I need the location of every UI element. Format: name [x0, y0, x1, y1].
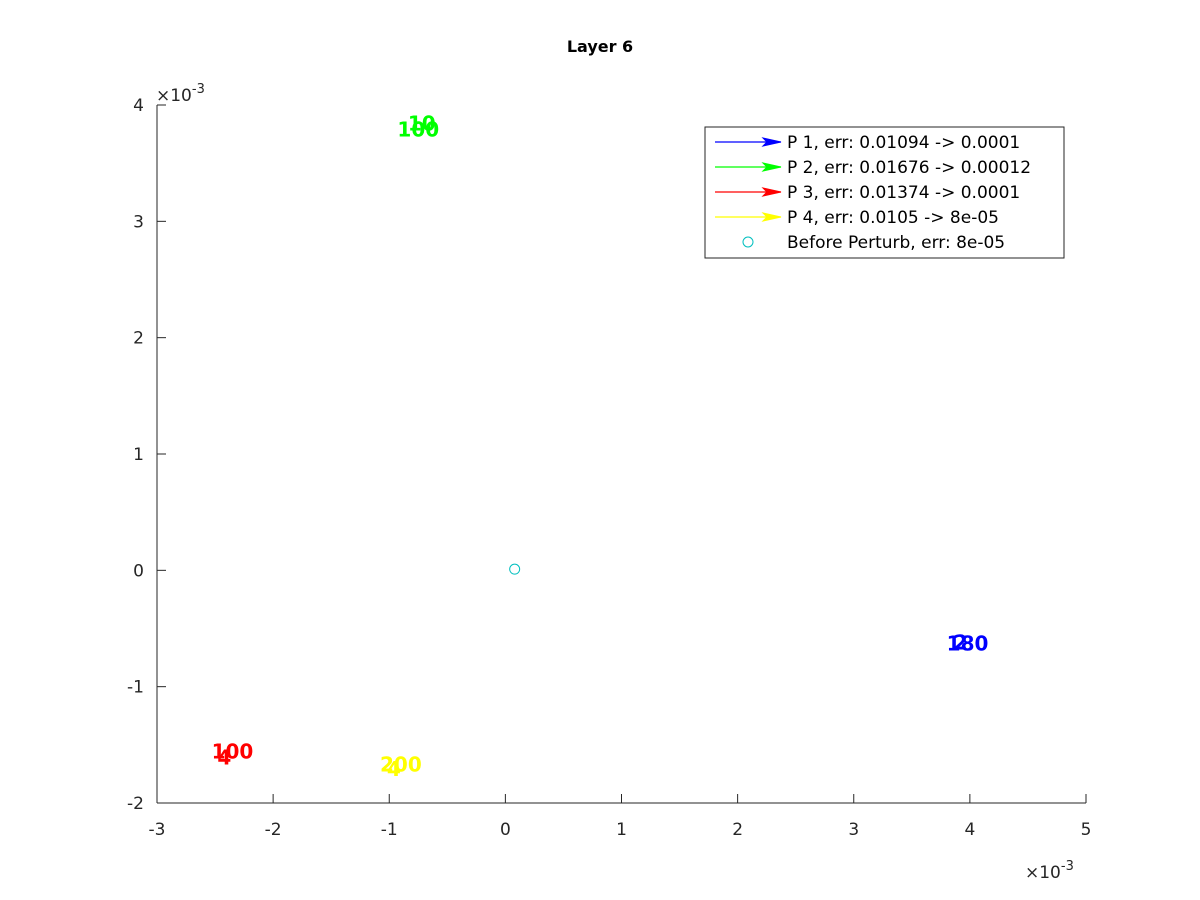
legend-arrowhead-3: [761, 187, 782, 197]
x-tick-label: 0: [500, 820, 511, 840]
series-4-point-label: 4: [387, 757, 401, 781]
legend: P 1, err: 0.01094 -> 0.0001 P 2, err: 0.0…: [704, 126, 1065, 259]
x-tick-label: -1: [381, 820, 398, 840]
svg-text:×10-3: ×10-3: [156, 82, 205, 106]
x-tick-label: -2: [265, 820, 282, 840]
y-tick-label: 2: [133, 329, 144, 349]
x-tick-label: 3: [848, 820, 859, 840]
y-tick-label: 3: [133, 212, 144, 232]
y-tick-label: 1: [133, 445, 144, 465]
series-1-point-label: 2: [954, 630, 968, 654]
chart-title: Layer 6: [567, 37, 633, 56]
legend-entry-4: P 4, err: 0.0105 -> 8e-05: [787, 208, 999, 228]
legend-entry-1: P 1, err: 0.01094 -> 0.0001: [787, 133, 1020, 153]
x-tick-label: 1: [616, 820, 627, 840]
y-exponent-power: -3: [192, 82, 205, 97]
y-tick-label: 0: [133, 561, 144, 581]
x-tick-label: 2: [732, 820, 743, 840]
y-exponent-label: ×10-3: [156, 82, 205, 106]
x-tick-label: 5: [1081, 820, 1092, 840]
legend-arrowhead-4: [761, 212, 782, 222]
y-tick-label: -1: [127, 678, 144, 698]
y-tick-label: -2: [127, 794, 144, 814]
legend-arrowhead-1: [761, 137, 782, 147]
y-tick-label: 4: [133, 96, 144, 116]
series-2-point-label: 10: [408, 111, 436, 135]
series-5-point: [509, 563, 521, 575]
x-tick-label: -3: [149, 820, 166, 840]
legend-arrowhead-2: [761, 162, 782, 172]
x-exponent-label: ×10-3: [1025, 859, 1074, 883]
series-1-point-label: 180: [947, 631, 989, 655]
series-2-point-label: 100: [397, 117, 439, 141]
legend-marker-5: [742, 236, 754, 248]
x-exponent-base: ×10: [1025, 863, 1061, 883]
x-exponent-power: -3: [1061, 859, 1074, 874]
legend-entry-5: Before Perturb, err: 8e-05: [787, 233, 1005, 253]
legend-entry-2: P 2, err: 0.01676 -> 0.00012: [787, 158, 1031, 178]
series-3-point-label: 100: [212, 740, 254, 764]
series-3-point-label: 4: [217, 745, 231, 769]
legend-entry-3: P 3, err: 0.01374 -> 0.0001: [787, 183, 1020, 203]
x-tick-label: 4: [964, 820, 975, 840]
y-exponent-base: ×10: [156, 86, 192, 106]
series-4-point-label: 200: [380, 752, 422, 776]
svg-text:×10-3: ×10-3: [1025, 859, 1074, 883]
